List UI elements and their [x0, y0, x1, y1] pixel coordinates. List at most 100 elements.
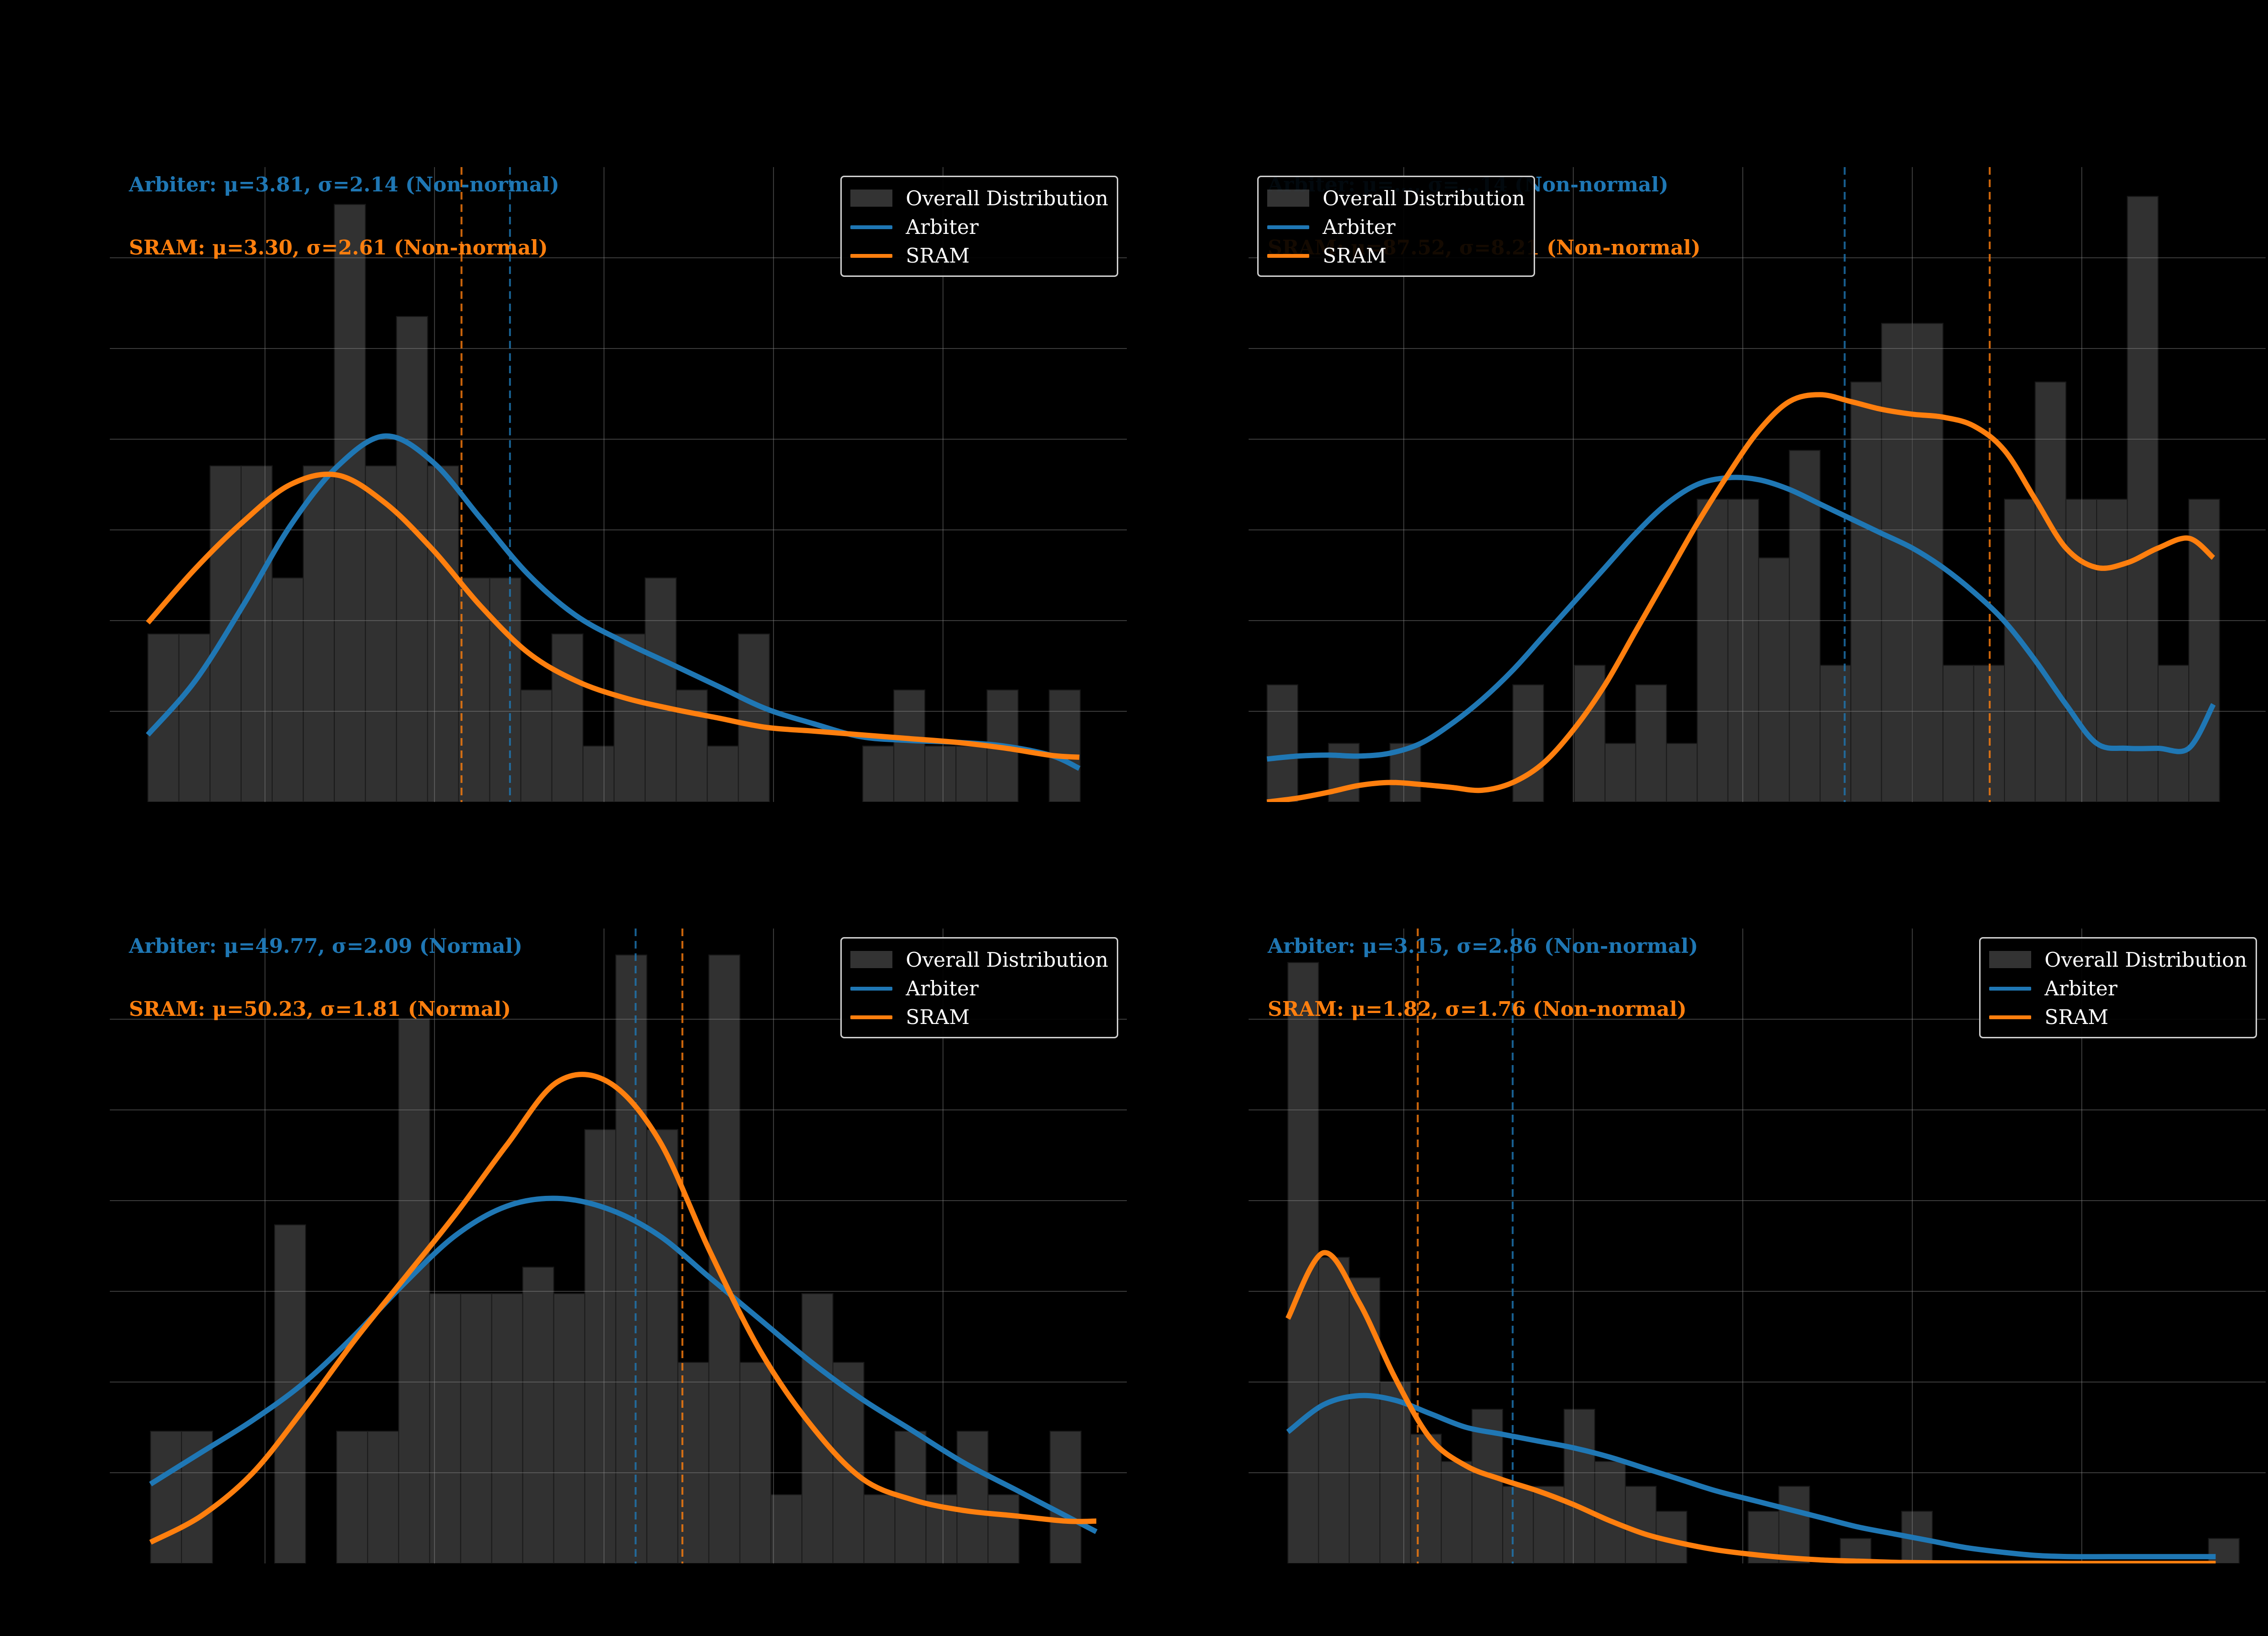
hist-bar	[1789, 450, 1821, 802]
legend-label: Overall Distribution	[2045, 948, 2247, 971]
legend-label: Arbiter	[906, 215, 979, 239]
hist-bar	[1318, 1256, 1350, 1563]
legend-label: Overall Distribution	[1323, 186, 1525, 210]
hist-bar	[801, 1293, 834, 1563]
legend-label: SRAM	[906, 1005, 970, 1029]
panel-top-right: Arbiter: μ=…, σ=…14 (Non-normal) SRAM: μ…	[1249, 167, 2266, 802]
hist-bar	[1778, 1486, 1810, 1563]
hist-bar	[1348, 1277, 1381, 1563]
legend-item-sram: SRAM	[1267, 241, 1525, 270]
hist-bar	[676, 689, 708, 802]
hist-bar	[1410, 1434, 1442, 1563]
hist-bar	[1635, 684, 1667, 802]
hist-bar	[1441, 1461, 1473, 1563]
hist-bar	[2188, 498, 2220, 802]
hist-bar	[150, 1430, 182, 1563]
hist-bar	[863, 1494, 896, 1563]
hist-bar	[365, 465, 397, 802]
hist-bar	[2157, 665, 2190, 802]
hist-bar	[1594, 1461, 1626, 1563]
hist-bar	[1563, 1409, 1595, 1563]
hist-swatch	[1267, 190, 1309, 207]
hist-bar	[1574, 665, 1606, 802]
hist-bar	[738, 633, 770, 802]
hist-bar	[615, 954, 647, 1563]
hist-bar	[2035, 381, 2067, 802]
sram-kde-line	[1266, 392, 2215, 802]
hist-bar	[770, 1494, 803, 1563]
arbiter-swatch	[1267, 218, 1309, 235]
legend-item-sram: SRAM	[850, 1003, 1108, 1031]
hist-bar	[956, 1430, 989, 1563]
hist-bar	[1696, 498, 1728, 802]
hist-bar	[1625, 1486, 1657, 1563]
hist-swatch	[850, 951, 893, 968]
arbiter-stats: Arbiter: μ=49.77, σ=2.09 (Normal)	[129, 934, 523, 958]
sram-swatch	[850, 1008, 893, 1025]
hist-bar	[924, 745, 957, 802]
sram-kde-line	[146, 471, 1080, 760]
hist-bar	[584, 1129, 616, 1563]
legend-item-arbiter: Arbiter	[850, 212, 1108, 241]
hist-bar	[707, 745, 739, 802]
hist-bar	[491, 1293, 523, 1563]
arbiter-swatch	[850, 980, 893, 997]
legend: Overall Distribution Arbiter SRAM	[840, 176, 1118, 277]
legend-label: Arbiter	[2045, 976, 2118, 1000]
legend-item-sram: SRAM	[850, 241, 1108, 270]
hist-bar	[336, 1430, 368, 1563]
hist-bar	[460, 1293, 492, 1563]
legend: Overall Distribution Arbiter SRAM	[1979, 937, 2257, 1038]
hist-bar	[2127, 196, 2159, 802]
hist-bar	[551, 633, 583, 802]
sram-kde-line	[1285, 1250, 2216, 1563]
sram-swatch	[1989, 1008, 2032, 1025]
legend-item-overall: Overall Distribution	[850, 184, 1108, 212]
arbiter-kde-line	[1286, 1393, 2216, 1560]
panel-top-left: Arbiter: μ=3.81, σ=2.14 (Non-normal) SRA…	[110, 167, 1127, 802]
hist-bar	[646, 1129, 678, 1563]
hist-bar	[1758, 557, 1790, 802]
legend-label: SRAM	[906, 243, 970, 267]
panel-bottom-left: Arbiter: μ=49.77, σ=2.09 (Normal) SRAM: …	[110, 929, 1127, 1563]
hist-bar	[1512, 684, 1544, 802]
hist-bar	[553, 1293, 585, 1563]
legend-item-sram: SRAM	[1989, 1003, 2247, 1031]
hist-bar	[2065, 498, 2098, 802]
sram-stats: SRAM: μ=1.82, σ=1.76 (Non-normal)	[1268, 997, 1687, 1021]
hist-bar	[1502, 1486, 1534, 1563]
legend-label: Arbiter	[906, 976, 979, 1000]
arbiter-swatch	[1989, 980, 2032, 997]
sram-stats: SRAM: μ=3.30, σ=2.61 (Non-normal)	[129, 236, 548, 259]
legend-label: Arbiter	[1323, 215, 1396, 239]
sram-swatch	[1267, 247, 1309, 264]
hist-bar	[893, 689, 925, 802]
legend-item-overall: Overall Distribution	[1989, 945, 2247, 974]
hist-bar	[862, 745, 894, 802]
panel-bottom-right: Arbiter: μ=3.15, σ=2.86 (Non-normal) SRA…	[1249, 929, 2266, 1563]
sram-swatch	[850, 247, 893, 264]
legend-item-overall: Overall Distribution	[850, 945, 1108, 974]
hist-bar	[739, 1362, 772, 1563]
hist-bar	[955, 745, 988, 802]
hist-bar	[178, 633, 211, 802]
hist-bar	[1819, 665, 1852, 802]
hist-bar	[1049, 689, 1081, 802]
arbiter-kde-line	[149, 1195, 1098, 1534]
hist-bar	[2096, 498, 2128, 802]
sram-stats: SRAM: μ=50.23, σ=1.81 (Normal)	[129, 997, 511, 1021]
hist-bar	[1881, 323, 1913, 802]
hist-bar	[303, 465, 335, 802]
legend-item-overall: Overall Distribution	[1267, 184, 1525, 212]
histogram	[150, 954, 1082, 1563]
hist-bar	[582, 745, 615, 802]
hist-bar	[2208, 1538, 2240, 1563]
hist-bar	[489, 577, 521, 802]
hist-swatch	[1989, 951, 2032, 968]
legend-label: Overall Distribution	[906, 948, 1108, 971]
hist-bar	[427, 465, 459, 802]
hist-bar	[1942, 665, 1974, 802]
legend: Overall Distribution Arbiter SRAM	[840, 937, 1118, 1038]
hist-bar	[398, 1018, 430, 1563]
